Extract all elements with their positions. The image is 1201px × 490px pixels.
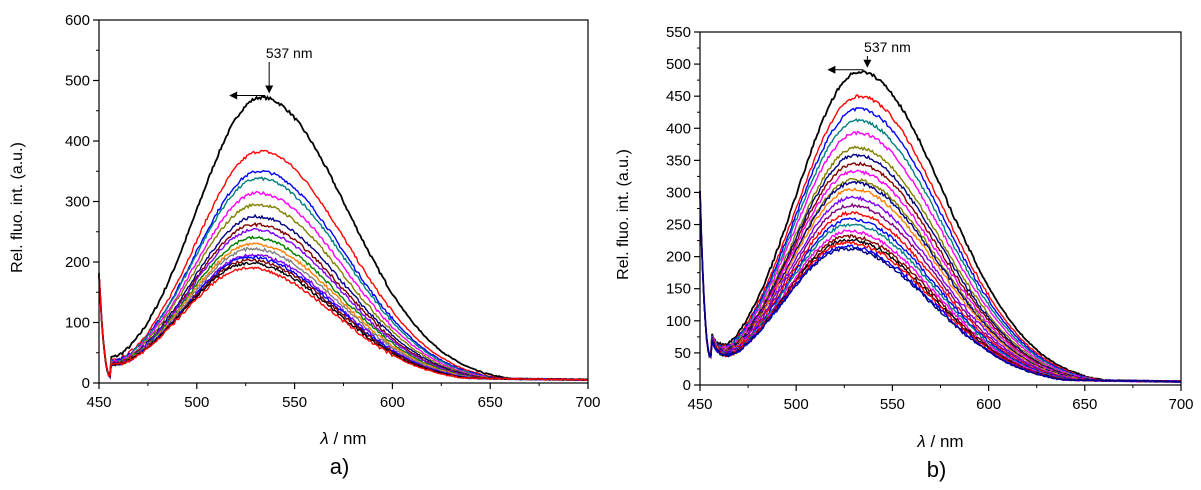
peak-annotation: 537 nm	[864, 39, 911, 55]
y-tick-label: 200	[666, 249, 691, 266]
x-axis-unit: / nm	[329, 429, 367, 448]
x-axis-unit: / nm	[926, 432, 964, 451]
y-tick-label: 400	[666, 120, 691, 137]
annotation-left-arrowhead	[229, 91, 237, 99]
x-axis-symbol: λ	[916, 432, 925, 451]
y-tick-label: 100	[65, 315, 90, 332]
spectrum-line	[99, 192, 588, 381]
x-axis-label: λ / nm	[916, 432, 963, 451]
x-axis-label: λ / nm	[319, 429, 366, 448]
panel-label: a)	[330, 454, 350, 479]
spectrum-line	[99, 150, 588, 380]
x-tick-label: 600	[380, 394, 405, 411]
y-tick-label: 350	[666, 152, 691, 169]
x-tick-label: 500	[184, 394, 209, 411]
y-tick-label: 50	[674, 345, 691, 362]
x-tick-label: 700	[575, 394, 600, 411]
y-tick-label: 400	[65, 133, 90, 150]
x-tick-label: 650	[478, 394, 503, 411]
y-tick-label: 300	[65, 194, 90, 211]
y-tick-label: 600	[65, 12, 90, 29]
spectrum-line	[99, 96, 588, 380]
spectrum-line	[99, 223, 588, 380]
y-axis-label: Rel. fluo. int. (a.u.)	[615, 149, 632, 280]
y-tick-label: 500	[666, 56, 691, 73]
panel-a: 450 500 550 600 650 700 0 100 200 300 400 500 600 Rel…	[9, 12, 601, 479]
annotation-down-arrowhead	[265, 85, 273, 93]
annotation-down-arrowhead	[863, 60, 871, 68]
y-tick-label: 100	[666, 313, 691, 330]
y-tick-label: 300	[666, 184, 691, 201]
annotation-left-arrowhead	[827, 66, 835, 74]
plot-frame	[700, 32, 1181, 385]
y-tick-label: 500	[65, 73, 90, 90]
x-tick-label: 550	[880, 396, 905, 413]
peak-annotation: 537 nm	[266, 45, 313, 61]
y-tick-label: 550	[666, 24, 691, 41]
x-tick-label: 450	[86, 394, 111, 411]
panel-b: 450 500 550 600 650 700 0 50 100 150 200 250 300 350 4…	[615, 24, 1194, 482]
y-tick-label: 200	[65, 254, 90, 271]
y-axis-label: Rel. fluo. int. (a.u.)	[9, 142, 26, 273]
x-tick-label: 500	[784, 396, 809, 413]
y-tick-label: 0	[82, 375, 90, 392]
x-axis-symbol: λ	[319, 429, 328, 448]
x-tick-label: 650	[1072, 396, 1097, 413]
y-tick-label: 0	[683, 377, 691, 394]
y-tick-label: 150	[666, 281, 691, 298]
panel-label: b)	[927, 457, 947, 482]
x-tick-label: 700	[1168, 396, 1193, 413]
x-tick-label: 550	[282, 394, 307, 411]
x-tick-label: 450	[687, 396, 712, 413]
x-tick-label: 600	[976, 396, 1001, 413]
spectrum-line	[99, 177, 588, 380]
spectrum-line	[700, 71, 1181, 382]
spectrum-line	[700, 95, 1181, 382]
y-tick-label: 250	[666, 217, 691, 234]
y-tick-label: 450	[666, 88, 691, 105]
